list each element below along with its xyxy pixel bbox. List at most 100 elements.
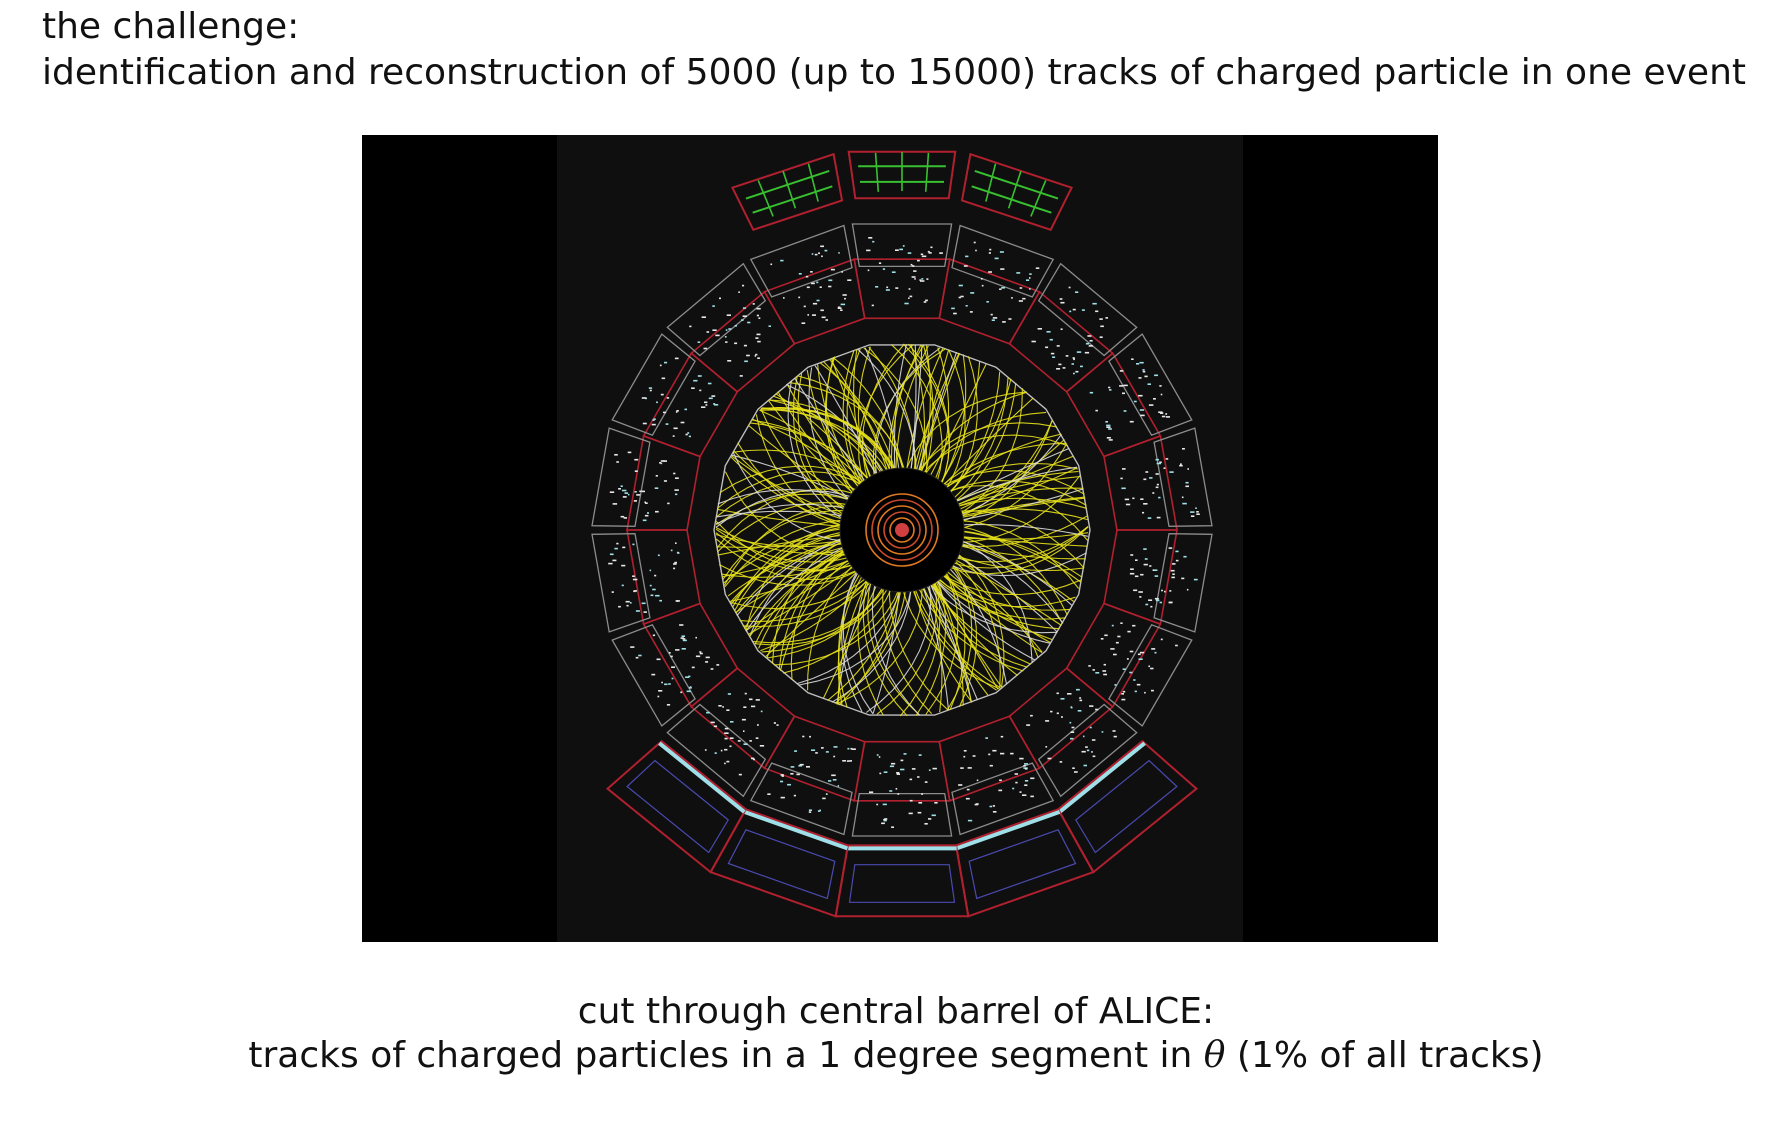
hit	[920, 253, 924, 256]
hit	[641, 490, 645, 493]
hit	[648, 387, 653, 389]
hit	[1092, 302, 1097, 305]
hit	[614, 454, 618, 456]
hit	[1120, 477, 1123, 480]
hit	[1070, 731, 1075, 733]
trd-module	[666, 703, 767, 798]
track	[934, 577, 1067, 620]
hit	[743, 344, 747, 347]
hit	[1179, 464, 1183, 467]
hit	[1070, 706, 1073, 708]
track	[857, 346, 872, 482]
hit	[686, 690, 691, 693]
hit	[1135, 559, 1138, 561]
hit	[958, 784, 963, 786]
hit	[986, 301, 989, 303]
hit	[632, 578, 638, 581]
hit	[1154, 651, 1157, 654]
hit	[1160, 393, 1163, 396]
hit	[1153, 398, 1156, 400]
hit	[675, 542, 677, 544]
track	[739, 577, 871, 623]
hit	[985, 737, 988, 739]
hit	[1111, 624, 1114, 627]
track	[959, 524, 1089, 537]
track	[723, 527, 845, 584]
track	[754, 547, 847, 645]
hit	[660, 393, 664, 396]
hit	[1000, 752, 1005, 755]
lower-module-hits	[743, 810, 849, 851]
hit	[726, 314, 731, 316]
hit	[913, 270, 917, 272]
hit	[992, 811, 997, 813]
hit	[1132, 497, 1135, 500]
track	[925, 569, 959, 715]
hit	[917, 259, 920, 262]
hit	[666, 397, 670, 399]
trd-module	[611, 333, 696, 437]
hit	[730, 721, 734, 723]
hit	[755, 353, 758, 356]
track	[910, 344, 926, 475]
hit	[1150, 667, 1154, 670]
hit	[689, 325, 692, 328]
hit	[664, 683, 668, 686]
hit	[909, 799, 913, 802]
hit	[911, 768, 916, 770]
hit	[1024, 768, 1028, 770]
trd-module	[666, 262, 767, 357]
hit	[724, 762, 726, 765]
hit	[758, 317, 761, 319]
track	[939, 354, 967, 486]
hit	[708, 397, 713, 400]
trd-module	[611, 623, 696, 727]
track	[933, 577, 1036, 661]
hit	[1143, 563, 1148, 566]
hit	[756, 307, 761, 310]
hit	[963, 265, 968, 267]
hit	[620, 485, 623, 487]
lower-module-inner	[626, 759, 729, 854]
hit	[1130, 568, 1134, 570]
hit	[1181, 496, 1184, 499]
hit	[1109, 389, 1112, 391]
hit	[642, 422, 647, 425]
hit	[1159, 461, 1162, 464]
hit	[1105, 421, 1108, 423]
tof-sector	[1103, 434, 1178, 531]
track	[715, 538, 860, 580]
hit	[671, 677, 674, 680]
hit	[681, 635, 685, 637]
hit	[991, 319, 995, 321]
hit	[891, 762, 896, 765]
hit	[1059, 761, 1063, 763]
hit	[1056, 712, 1059, 715]
hit	[842, 760, 846, 762]
hit	[634, 470, 638, 472]
trd-module	[951, 762, 1055, 836]
hit	[811, 749, 816, 751]
hit	[623, 517, 627, 519]
track	[920, 584, 1028, 668]
hit	[821, 255, 823, 258]
hit	[642, 519, 647, 522]
hit	[768, 325, 771, 327]
hit	[914, 278, 916, 280]
hit	[1100, 638, 1104, 640]
hit	[621, 564, 626, 567]
hit	[746, 354, 750, 357]
hit	[1114, 684, 1117, 686]
hit	[1169, 471, 1174, 473]
hit	[1102, 670, 1107, 672]
hit	[1031, 340, 1036, 343]
hit	[1089, 340, 1093, 342]
hit	[707, 382, 712, 385]
hit	[1161, 589, 1163, 592]
hit	[666, 704, 671, 706]
hit	[641, 397, 647, 399]
hit	[674, 357, 679, 360]
track	[715, 503, 849, 525]
hit	[812, 314, 816, 316]
hit	[927, 250, 930, 253]
